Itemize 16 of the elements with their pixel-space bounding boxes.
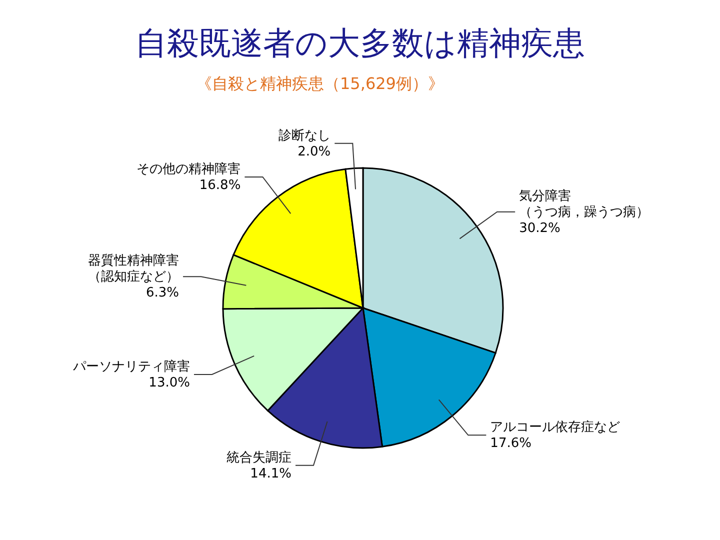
data-label: 2.0% [298,144,331,160]
slice-label: 気分障害（うつ病，躁うつ病） [519,188,650,220]
slice-label: 器質性精神障害（認知症など） [88,252,180,285]
chart-title: 自殺既遂者の大多数は精神疾患 [134,23,586,64]
data-label: 30.2% [519,220,560,236]
data-label: 14.1% [250,466,292,482]
slice-label: パーソナリティ障害 [72,358,190,374]
slice-label: 統合失調症 [226,450,292,466]
slice-label: その他の精神障害 [136,160,241,177]
chart-subtitle: 《自殺と精神疾患（15,629例）》 [195,74,445,95]
data-label: 13.0% [148,375,190,390]
data-label: 16.8% [199,178,241,193]
data-label: 17.6% [490,436,532,452]
slice-label: 診断なし [278,128,331,144]
data-label: 6.3% [146,286,180,301]
slice-label: アルコール依存症など [490,420,620,436]
